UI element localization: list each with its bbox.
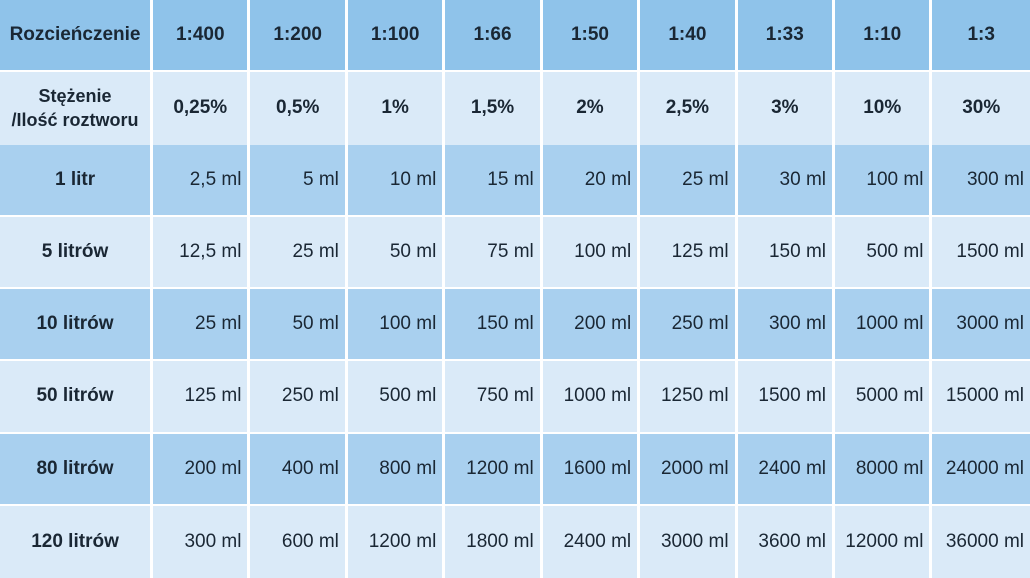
concentration-label: Stężenie /Ilość roztworu — [0, 72, 154, 145]
volume-label: 5 litrów — [0, 216, 154, 289]
amount-cell: 12,5 ml — [153, 216, 251, 289]
concentration-label-line2: /Ilość roztworu — [11, 110, 139, 131]
amount-cell: 200 ml — [542, 289, 641, 362]
volume-label: 1 litr — [0, 144, 154, 217]
amount-cell: 12000 ml — [835, 505, 933, 578]
amount-cell: 3000 ml — [640, 505, 738, 578]
table-row: 5 litrów 12,5 ml 25 ml 50 ml 75 ml 100 ml 125 … — [0, 216, 1030, 289]
amount-cell: 2,5 ml — [153, 144, 251, 217]
amount-cell: 1600 ml — [542, 433, 641, 506]
concentration-cell: 10% — [835, 72, 933, 145]
volume-label: 80 litrów — [0, 433, 154, 506]
amount-cell: 1000 ml — [542, 361, 641, 434]
amount-cell: 150 ml — [445, 289, 543, 362]
amount-cell: 1000 ml — [835, 289, 933, 362]
table-row: 50 litrów 125 ml 250 ml 500 ml 750 ml 1000 ml… — [0, 361, 1030, 434]
amount-cell: 3000 ml — [932, 289, 1030, 362]
amount-cell: 125 ml — [153, 361, 251, 434]
ratio-header: 1:100 — [347, 0, 446, 73]
concentration-cell: 3% — [737, 72, 836, 145]
table-row: 80 litrów 200 ml 400 ml 800 ml 1200 ml 1600 m… — [0, 433, 1030, 506]
amount-cell: 25 ml — [250, 216, 348, 289]
amount-cell: 30 ml — [737, 144, 836, 217]
amount-cell: 1200 ml — [347, 505, 446, 578]
header-row: Rozcieńczenie 1:400 1:200 1:100 1:66 1:5… — [0, 0, 1030, 73]
amount-cell: 50 ml — [250, 289, 348, 362]
amount-cell: 1800 ml — [445, 505, 543, 578]
ratio-header: 1:50 — [542, 0, 641, 73]
amount-cell: 100 ml — [347, 289, 446, 362]
ratio-header: 1:66 — [445, 0, 543, 73]
ratio-header: 1:3 — [932, 0, 1030, 73]
concentration-cell: 30% — [932, 72, 1030, 145]
amount-cell: 1200 ml — [445, 433, 543, 506]
amount-cell: 250 ml — [640, 289, 738, 362]
amount-cell: 25 ml — [640, 144, 738, 217]
amount-cell: 750 ml — [445, 361, 543, 434]
concentration-cell: 2,5% — [640, 72, 738, 145]
amount-cell: 24000 ml — [932, 433, 1030, 506]
table-row: 120 litrów 300 ml 600 ml 1200 ml 1800 ml 2400… — [0, 505, 1030, 578]
amount-cell: 8000 ml — [835, 433, 933, 506]
amount-cell: 50 ml — [347, 216, 446, 289]
concentration-cell: 1% — [347, 72, 446, 145]
amount-cell: 150 ml — [737, 216, 836, 289]
amount-cell: 800 ml — [347, 433, 446, 506]
amount-cell: 1500 ml — [932, 216, 1030, 289]
amount-cell: 100 ml — [542, 216, 641, 289]
amount-cell: 2400 ml — [542, 505, 641, 578]
amount-cell: 25 ml — [153, 289, 251, 362]
amount-cell: 15 ml — [445, 144, 543, 217]
amount-cell: 100 ml — [835, 144, 933, 217]
volume-label: 10 litrów — [0, 289, 154, 362]
concentration-label-line1: Stężenie — [38, 86, 112, 107]
amount-cell: 75 ml — [445, 216, 543, 289]
concentration-cell: 0,25% — [153, 72, 251, 145]
ratio-header: 1:10 — [835, 0, 933, 73]
ratio-header: 1:33 — [737, 0, 836, 73]
amount-cell: 125 ml — [640, 216, 738, 289]
ratio-header: 1:400 — [153, 0, 251, 73]
ratio-header: 1:40 — [640, 0, 738, 73]
amount-cell: 5 ml — [250, 144, 348, 217]
table-row: 1 litr 2,5 ml 5 ml 10 ml 15 ml 20 ml 25 ml 30 m… — [0, 144, 1030, 217]
amount-cell: 2400 ml — [737, 433, 836, 506]
amount-cell: 5000 ml — [835, 361, 933, 434]
concentration-cell: 0,5% — [250, 72, 348, 145]
volume-label: 120 litrów — [0, 505, 154, 578]
amount-cell: 300 ml — [932, 144, 1030, 217]
amount-cell: 10 ml — [347, 144, 446, 217]
amount-cell: 36000 ml — [932, 505, 1030, 578]
amount-cell: 1500 ml — [737, 361, 836, 434]
volume-label: 50 litrów — [0, 361, 154, 434]
amount-cell: 300 ml — [737, 289, 836, 362]
concentration-cell: 2% — [542, 72, 641, 145]
amount-cell: 400 ml — [250, 433, 348, 506]
concentration-cell: 1,5% — [445, 72, 543, 145]
amount-cell: 3600 ml — [737, 505, 836, 578]
table-row: 10 litrów 25 ml 50 ml 100 ml 150 ml 200 ml 250… — [0, 289, 1030, 362]
concentration-row: Stężenie /Ilość roztworu 0,25% 0,5% 1% 1… — [0, 72, 1030, 145]
amount-cell: 200 ml — [153, 433, 251, 506]
amount-cell: 250 ml — [250, 361, 348, 434]
amount-cell: 500 ml — [835, 216, 933, 289]
dilution-label: Rozcieńczenie — [0, 0, 154, 73]
amount-cell: 15000 ml — [932, 361, 1030, 434]
ratio-header: 1:200 — [250, 0, 348, 73]
amount-cell: 2000 ml — [640, 433, 738, 506]
amount-cell: 500 ml — [347, 361, 446, 434]
amount-cell: 600 ml — [250, 505, 348, 578]
amount-cell: 20 ml — [542, 144, 641, 217]
data-rows: 1 litr 2,5 ml 5 ml 10 ml 15 ml 20 ml 25 ml 30 m… — [0, 144, 1030, 578]
amount-cell: 1250 ml — [640, 361, 738, 434]
amount-cell: 300 ml — [153, 505, 251, 578]
